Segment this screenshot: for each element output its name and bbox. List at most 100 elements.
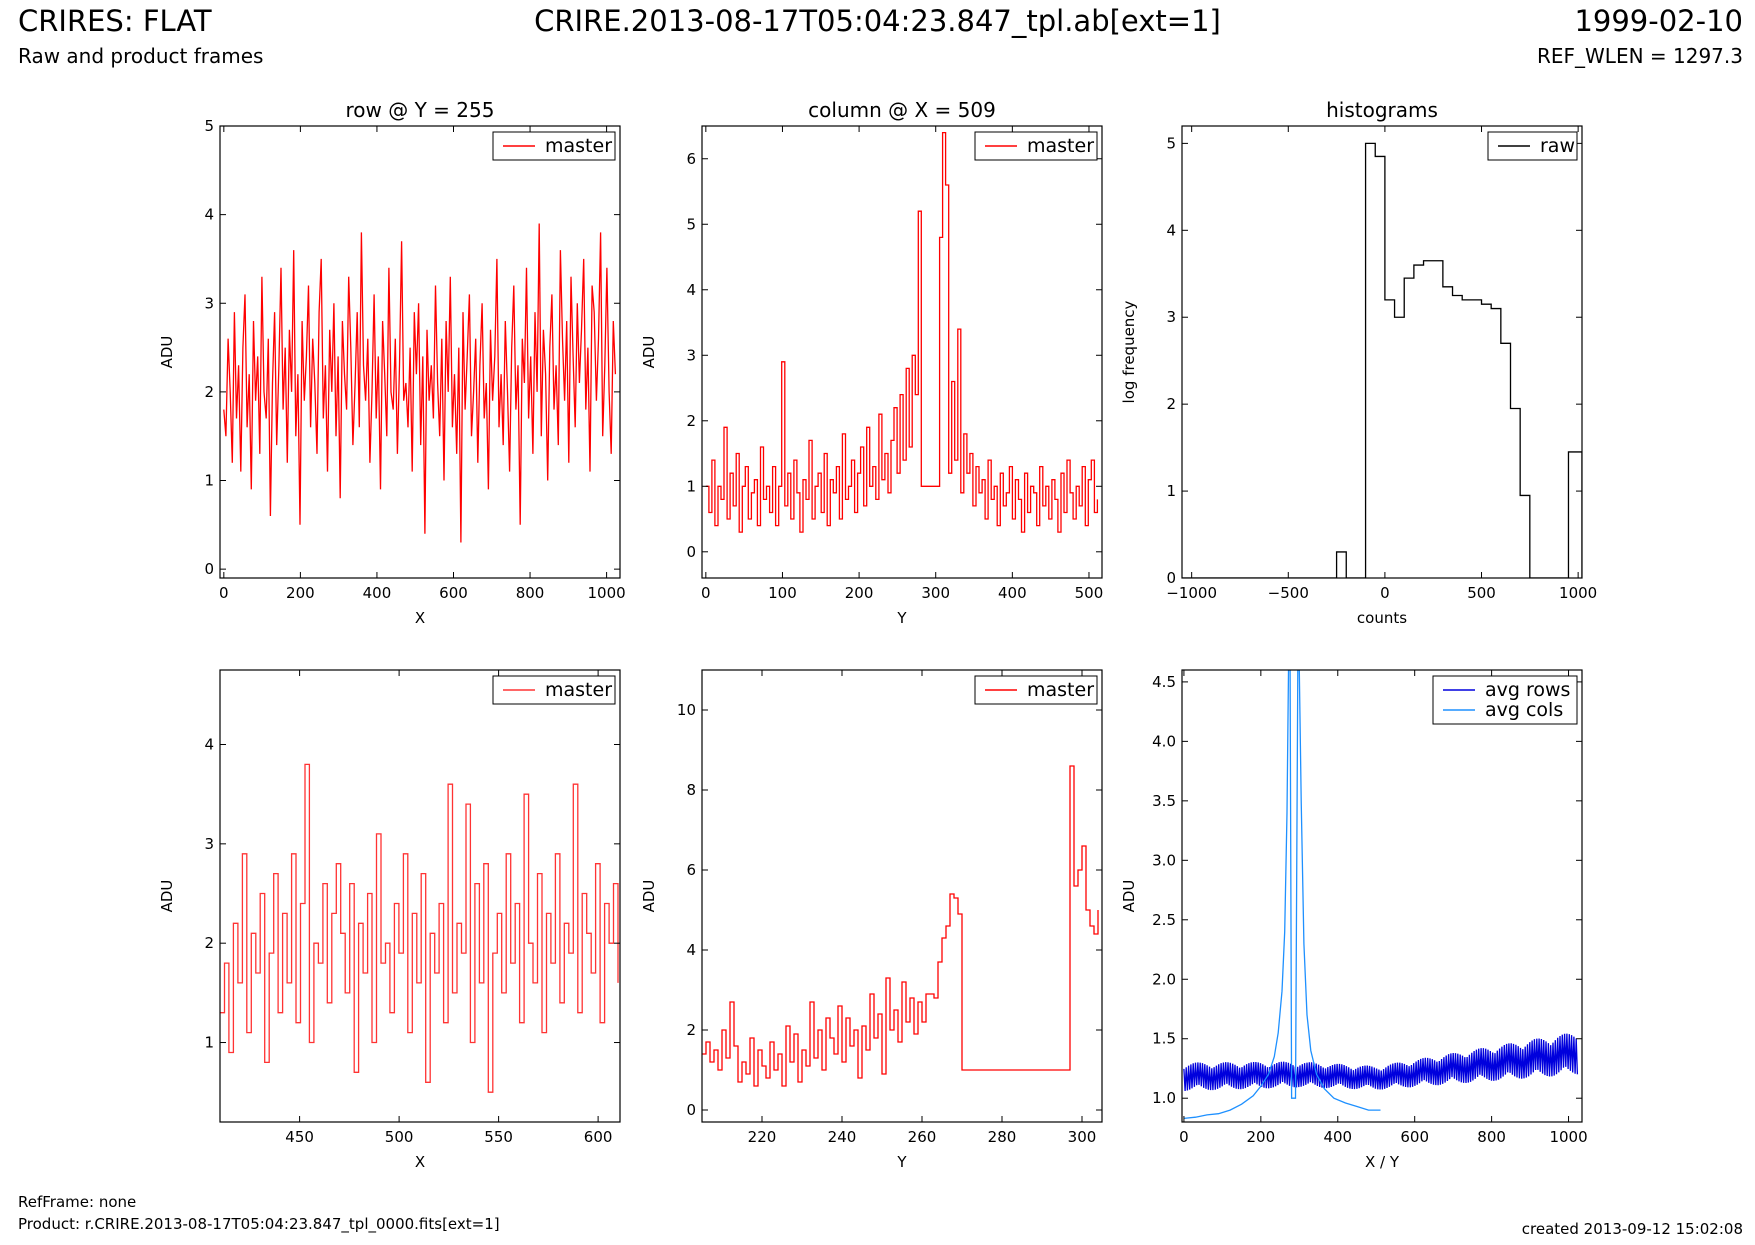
- y-tick-label: 0: [686, 543, 696, 561]
- page-subtitle: Raw and product frames: [18, 44, 264, 68]
- y-tick-label: 3.0: [1152, 851, 1176, 869]
- chart-averages: 0 200 400 600 800 1000 1.0 1.5 2.0 2.5 3.0 3.5 4.0 4.…: [1120, 669, 1588, 1171]
- legend-entry: master: [545, 679, 612, 701]
- ref-wlen-label: REF_WLEN = 1297.3: [1536, 44, 1743, 68]
- x-tick-label: 500: [1075, 584, 1104, 602]
- plot-title: column @ X = 509: [808, 98, 996, 122]
- x-tick-label: 280: [988, 1128, 1017, 1146]
- legend: master: [974, 675, 1098, 705]
- x-tick-label: 400: [998, 584, 1027, 602]
- x-axis-label: X: [415, 609, 425, 627]
- plot-title: histograms: [1326, 98, 1438, 122]
- refframe-label: RefFrame: none: [18, 1193, 137, 1211]
- x-tick-label: 1000: [1549, 1128, 1587, 1146]
- x-tick-label: 550: [484, 1128, 513, 1146]
- legend-entry: master: [1027, 679, 1094, 701]
- y-tick-label: 6: [686, 861, 696, 879]
- x-axis-label: X: [415, 1153, 425, 1171]
- plot-title: row @ Y = 255: [346, 98, 495, 122]
- x-tick-label: 200: [845, 584, 874, 602]
- chart-col-full: 0 100 200 300 400 500 0 1 2 3 4 5 6 column @ X = 509 Y…: [640, 98, 1103, 627]
- series-averages-avg-rows: [1183, 1033, 1579, 1092]
- product-label: Product: r.CRIRE.2013-08-17T05:04:23.847…: [18, 1215, 500, 1233]
- x-tick-label: 1000: [588, 584, 626, 602]
- legend-entry: master: [545, 135, 612, 157]
- y-tick-label: 2: [204, 383, 214, 401]
- y-tick-label: 3: [204, 294, 214, 312]
- legend-entry: avg rows: [1485, 679, 1570, 701]
- series-col-full-master: [705, 131, 1099, 533]
- x-tick-label: 300: [1068, 1128, 1097, 1146]
- x-axis-label: counts: [1357, 609, 1407, 627]
- y-tick-label: 4: [686, 941, 696, 959]
- x-tick-label: 400: [363, 584, 392, 602]
- x-tick-label: 0: [701, 584, 711, 602]
- y-tick-label: 2: [686, 1021, 696, 1039]
- legend: master: [974, 131, 1098, 161]
- plot-frame: [219, 125, 621, 579]
- x-tick-label: 260: [908, 1128, 937, 1146]
- y-tick-label: 0: [1166, 569, 1176, 587]
- y-tick-label: 10: [677, 701, 696, 719]
- legend: master: [492, 131, 616, 161]
- y-tick-label: 2: [686, 412, 696, 430]
- y-axis-label: ADU: [640, 880, 658, 913]
- y-tick-label: 6: [686, 150, 696, 168]
- x-tick-label: 600: [584, 1128, 613, 1146]
- x-tick-label: 600: [1400, 1128, 1429, 1146]
- date-label: 1999-02-10: [1574, 4, 1743, 38]
- y-tick-label: 2: [1166, 395, 1176, 413]
- x-tick-label: 0: [1179, 1128, 1189, 1146]
- legend-entry: raw: [1540, 135, 1575, 157]
- x-tick-label: 200: [1247, 1128, 1276, 1146]
- frame-title: CRIRE.2013-08-17T05:04:23.847_tpl.ab[ext…: [534, 4, 1221, 38]
- x-tick-label: 100: [768, 584, 797, 602]
- series-row-full-master: [223, 223, 617, 543]
- x-tick-label: 300: [921, 584, 950, 602]
- y-tick-label: 0: [204, 560, 214, 578]
- legend-entry: avg cols: [1485, 699, 1563, 721]
- y-tick-label: 5: [686, 215, 696, 233]
- y-tick-label: 1.0: [1152, 1089, 1176, 1107]
- y-axis-label: ADU: [158, 880, 176, 913]
- y-tick-label: 4: [1166, 221, 1176, 239]
- plot-frame: [1181, 125, 1583, 579]
- y-tick-label: 3: [686, 346, 696, 364]
- legend: master: [492, 675, 616, 705]
- y-tick-label: 1: [204, 1034, 214, 1052]
- series-col-zoom-master: [702, 765, 1099, 1087]
- x-tick-label: 500: [1467, 584, 1496, 602]
- y-tick-label: 1: [1166, 482, 1176, 500]
- y-tick-label: 2.0: [1152, 970, 1176, 988]
- chart-histogram: −1000 −500 0 500 1000 0 1 2 3 4 5 histograms counts l…: [1120, 98, 1597, 627]
- chart-col-zoom: 220 240 260 280 300 0 2 4 6 8 10 Y ADU master: [640, 669, 1103, 1171]
- y-axis-label: ADU: [1120, 880, 1138, 913]
- plot-frame: [219, 669, 621, 1123]
- x-axis-label: Y: [896, 609, 907, 627]
- y-tick-label: 1: [204, 472, 214, 490]
- y-tick-label: 5: [1166, 134, 1176, 152]
- x-tick-label: −1000: [1166, 584, 1217, 602]
- chart-row-full: 0 200 400 600 800 1000 0 1 2 3 4 5 row @ Y = 255 X ADU…: [158, 98, 626, 627]
- y-tick-label: 3: [1166, 308, 1176, 326]
- x-tick-label: 200: [286, 584, 315, 602]
- y-tick-label: 1: [686, 477, 696, 495]
- x-tick-label: 450: [285, 1128, 314, 1146]
- y-tick-label: 4: [686, 281, 696, 299]
- x-tick-label: 600: [439, 584, 468, 602]
- x-tick-label: 800: [516, 584, 545, 602]
- x-tick-label: 800: [1477, 1128, 1506, 1146]
- y-tick-label: 2: [204, 934, 214, 952]
- y-tick-label: 1.5: [1152, 1030, 1176, 1048]
- y-axis-label: ADU: [640, 336, 658, 369]
- x-tick-label: 0: [219, 584, 229, 602]
- y-tick-label: 3.5: [1152, 792, 1176, 810]
- y-tick-label: 5: [204, 117, 214, 135]
- x-axis-label: X / Y: [1365, 1153, 1400, 1171]
- x-tick-label: 0: [1380, 584, 1390, 602]
- plot-frame: [1181, 669, 1583, 1123]
- series-row-zoom-master: [220, 763, 619, 1093]
- x-tick-label: 400: [1323, 1128, 1352, 1146]
